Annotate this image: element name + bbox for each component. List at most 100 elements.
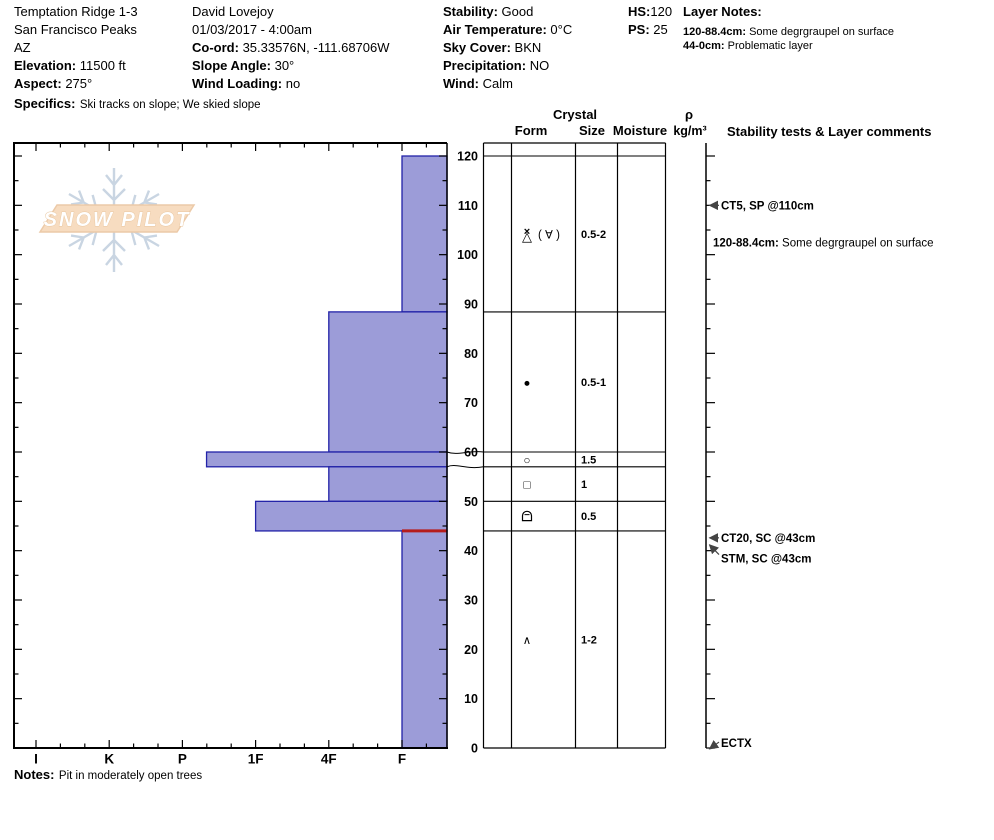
hardness-bar-layer-60-57	[205, 451, 448, 468]
stability-test-annotation: CT20, SC @43cm	[721, 533, 815, 545]
pit-datetime: 01/03/2017 - 4:00am	[192, 22, 312, 37]
stability-value: Good	[501, 4, 534, 19]
ps-row: PS: 25	[628, 21, 672, 39]
precip-row: Precipitation: NO	[443, 57, 572, 75]
hs-row: HS:120	[628, 3, 672, 21]
crust-icon	[521, 510, 533, 522]
grain-size-label: 0.5-1	[581, 377, 606, 389]
aspect-value: 275°	[65, 76, 93, 91]
layer-note-2-range: 44-0cm:	[683, 40, 725, 52]
grain-form-suffix: ( ∀ )	[538, 229, 560, 241]
grain-size-label: 1-2	[581, 634, 597, 646]
notes-value: Pit in moderately open trees	[58, 770, 203, 782]
hardness-label: 4F	[321, 752, 337, 767]
graupel-x-triangle-icon: ×	[524, 226, 530, 238]
hardness-label: F	[398, 752, 406, 767]
specifics-label: Specifics:	[14, 96, 76, 111]
depth-label: 30	[464, 594, 478, 608]
facets-icon: □	[524, 480, 531, 492]
air-temp-row: Air Temperature: 0°C	[443, 21, 572, 39]
header-density-symbol: ρ	[685, 107, 693, 122]
elevation-label: Elevation:	[14, 58, 77, 73]
thin-layer-connector	[446, 451, 484, 454]
hardness-bar-layer-88.4-60	[328, 311, 448, 453]
stability-row: Stability: Good	[443, 3, 572, 21]
specifics-value: Ski tracks on slope; We skied slope	[79, 99, 261, 111]
coord-value: 35.33576N, -111.68706W	[242, 40, 390, 55]
depth-label: 90	[464, 298, 478, 312]
hs-label: HS:	[628, 4, 651, 19]
layer-note-2: 44-0cm: Problematic layer	[683, 39, 894, 53]
stability-test-annotation: ECTX	[721, 738, 752, 750]
thin-layer-connector	[446, 465, 484, 469]
wind-label: Wind:	[443, 76, 479, 91]
header-crystal: Crystal	[553, 107, 597, 122]
depth-label: 110	[458, 199, 478, 213]
depth-label: 0	[471, 742, 478, 756]
header-col-location: Temptation Ridge 1-3 San Francisco Peaks…	[14, 3, 138, 93]
header-col-hs-ps: HS:120 PS: 25	[628, 3, 672, 39]
hardness-bar-layer-120-88.4	[401, 155, 448, 313]
coord-label: Co-ord:	[192, 40, 239, 55]
header-col-conditions: Stability: Good Air Temperature: 0°C Sky…	[443, 3, 572, 93]
header-comments: Stability tests & Layer comments	[727, 124, 931, 139]
grain-size-label: 1.5	[581, 454, 596, 466]
large-rounds-icon: ○	[524, 455, 531, 467]
state: AZ	[14, 40, 31, 55]
elevation-value: 11500 ft	[79, 58, 126, 73]
hardness-label: K	[104, 752, 114, 767]
header-size: Size	[579, 123, 605, 138]
sky-cover-label: Sky Cover:	[443, 40, 511, 55]
sky-cover-value: BKN	[514, 40, 542, 55]
layer-note-1: 120-88.4cm: Some degrgraupel on surface	[683, 25, 894, 39]
hardness-label: I	[34, 752, 38, 767]
stability-test-annotation: CT5, SP @110cm	[721, 200, 814, 212]
layer-note-1-text: Some degrgraupel on surface	[749, 26, 894, 38]
observer-name: David Lovejoy	[192, 4, 274, 19]
stability-test-annotation: STM, SC @43cm	[721, 554, 811, 566]
layer-note-1-range: 120-88.4cm:	[683, 26, 746, 38]
layer-notes-heading: Layer Notes:	[683, 4, 762, 19]
air-temp-value: 0°C	[550, 22, 573, 37]
hardness-label: P	[178, 752, 187, 767]
wind-loading-value: no	[285, 76, 301, 91]
coord-row: Co-ord: 35.33576N, -111.68706W	[192, 39, 390, 57]
grain-size-label: 1	[581, 479, 587, 491]
slope-angle-value: 30°	[274, 58, 295, 73]
header-density-unit: kg/m³	[673, 124, 706, 138]
wind-row: Wind: Calm	[443, 75, 572, 93]
depth-label: 10	[464, 692, 478, 706]
grain-size-label: 0.5	[581, 511, 596, 523]
header-col-observer: David Lovejoy 01/03/2017 - 4:00am Co-ord…	[192, 3, 390, 93]
watermark-text: SNOW PILOT	[44, 209, 191, 231]
depth-label: 100	[457, 248, 478, 262]
air-temp-label: Air Temperature:	[443, 22, 547, 37]
slope-angle-row: Slope Angle: 30°	[192, 57, 390, 75]
header-form: Form	[515, 123, 548, 138]
pit-name: Temptation Ridge 1-3	[14, 4, 138, 19]
layer-note-2-text: Problematic layer	[727, 40, 813, 52]
depth-label: 70	[464, 396, 478, 410]
precip-value: NO	[529, 58, 550, 73]
depth-label: 60	[464, 446, 478, 460]
watermark-banner	[38, 204, 196, 233]
grain-size-label: 0.5-2	[581, 229, 606, 241]
snowpilot-watermark: SNOW PILOT	[38, 168, 196, 272]
wind-loading-row: Wind Loading: no	[192, 75, 390, 93]
hardness-bar-layer-44-0	[401, 530, 448, 749]
aspect-row: Aspect: 275°	[14, 75, 138, 93]
hardness-bar-layer-50-44	[254, 500, 448, 532]
header-moisture: Moisture	[613, 123, 667, 138]
footer-notes-row: Notes: Pit in moderately open trees	[14, 766, 202, 784]
depth-label: 20	[464, 643, 478, 657]
depth-label: 40	[464, 544, 478, 558]
precip-label: Precipitation:	[443, 58, 527, 73]
ps-label: PS:	[628, 22, 650, 37]
notes-label: Notes:	[14, 767, 55, 782]
elevation-row: Elevation: 11500 ft	[14, 57, 138, 75]
mountain-range: San Francisco Peaks	[14, 22, 137, 37]
depth-hoar-icon: ∧	[523, 635, 531, 647]
graupel-x-triangle-icon: △	[522, 229, 532, 244]
rounded-grains-icon: ●	[524, 377, 531, 389]
aspect-label: Aspect:	[14, 76, 62, 91]
